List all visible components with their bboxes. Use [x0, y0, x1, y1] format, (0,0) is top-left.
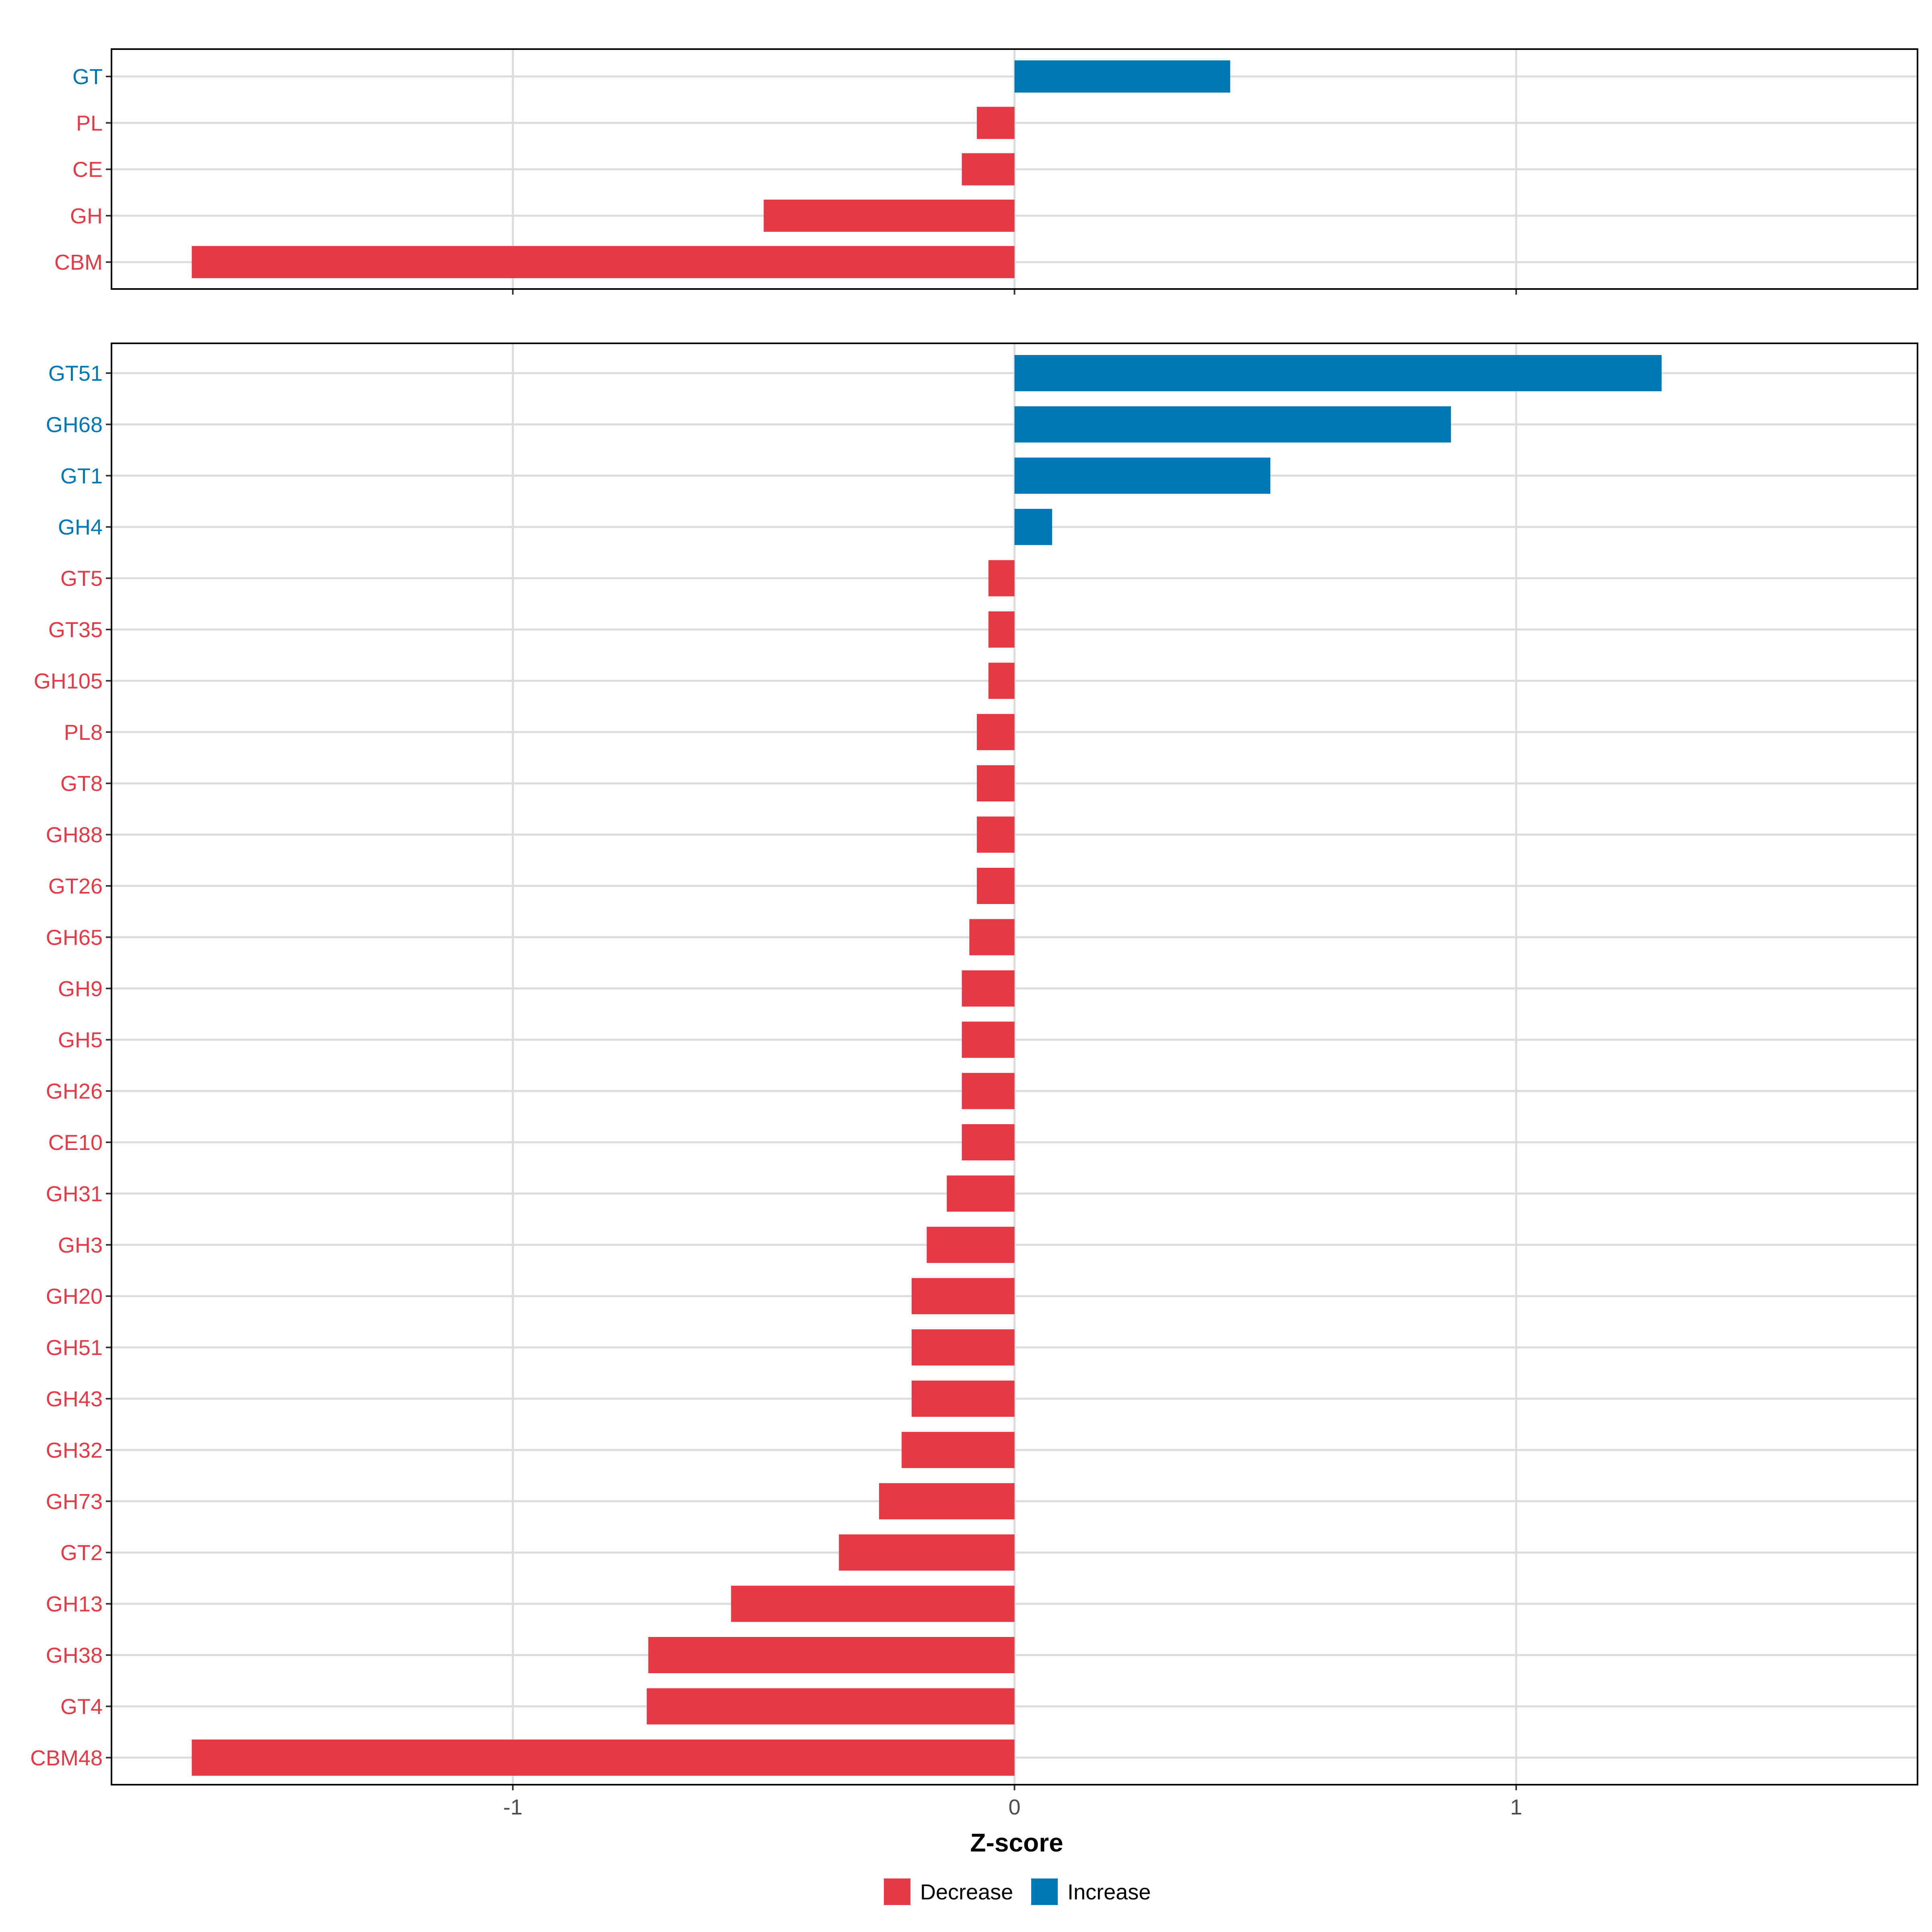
- x-axis-title: Z-score: [970, 1828, 1063, 1857]
- y-tick-label-gt1: GT1: [60, 464, 103, 488]
- bar-cbm: [192, 246, 1015, 279]
- bar-gt1: [1014, 457, 1271, 494]
- bar-gh: [764, 199, 1015, 232]
- y-tick-label-gh31: GH31: [46, 1182, 103, 1206]
- y-tick-label-gt35: GT35: [48, 618, 103, 642]
- x-tick-label: 0: [1008, 1795, 1020, 1819]
- y-tick-label-gh9: GH9: [58, 977, 103, 1001]
- legend-label-increase: Increase: [1067, 1880, 1151, 1904]
- y-tick-label-gh105: GH105: [34, 669, 103, 693]
- bar-gt35: [988, 611, 1015, 648]
- bar-pl: [977, 107, 1015, 139]
- x-axis: -1 0 1: [503, 1795, 1522, 1819]
- bar-pl8: [977, 714, 1015, 750]
- y-tick-label-gh43: GH43: [46, 1387, 103, 1411]
- bar-gt8: [977, 765, 1015, 802]
- y-tick-label-ce: CE: [72, 158, 103, 182]
- y-tick-label-cbm48: CBM48: [30, 1746, 103, 1770]
- bar-gh32: [902, 1432, 1015, 1468]
- bar-gh38: [648, 1637, 1015, 1673]
- y-tick-label-gh: GH: [70, 204, 103, 228]
- bar-gh68: [1014, 406, 1451, 443]
- bar-gt5: [988, 560, 1015, 597]
- y-tick-label-pl: PL: [76, 111, 103, 135]
- bar-gh88: [977, 816, 1015, 853]
- bar-gh65: [969, 919, 1015, 956]
- top-panel: GT PL CE GH CBM: [54, 48, 1918, 295]
- bottom-panel: GT51 GH68 GT1 GH4 GT5 GT35 GH105 PL8 GT8 GH88 GT26…: [30, 343, 1918, 1790]
- y-tick-label-pl8: PL8: [64, 720, 103, 745]
- y-tick-label-gh73: GH73: [46, 1490, 103, 1514]
- y-tick-label-gh88: GH88: [46, 823, 103, 847]
- bar-gh9: [962, 970, 1015, 1007]
- legend-label-decrease: Decrease: [920, 1880, 1013, 1904]
- y-tick-label-gt8: GT8: [60, 772, 103, 796]
- bar-gh31: [947, 1175, 1015, 1212]
- y-tick-label-gh20: GH20: [46, 1284, 103, 1309]
- y-tick-label-gh32: GH32: [46, 1438, 103, 1462]
- legend-swatch-increase: [1031, 1878, 1058, 1905]
- y-tick-label-gt5: GT5: [60, 567, 103, 591]
- bar-gt51: [1014, 355, 1662, 391]
- y-tick-label-gt: GT: [72, 65, 103, 89]
- bar-gt2: [839, 1534, 1015, 1571]
- legend: Decrease Increase: [884, 1878, 1151, 1905]
- y-tick-label-ce10: CE10: [48, 1131, 103, 1155]
- panel-frame: [111, 343, 1918, 1785]
- x-tick-label: 1: [1510, 1795, 1522, 1819]
- y-tick-label-gh13: GH13: [46, 1592, 103, 1616]
- y-tick-label-gt4: GT4: [60, 1695, 103, 1719]
- bar-gh3: [927, 1226, 1015, 1263]
- bar-gh73: [879, 1483, 1015, 1519]
- bar-gh5: [962, 1022, 1015, 1058]
- y-tick-label-cbm: CBM: [54, 250, 103, 275]
- y-tick-label-gh65: GH65: [46, 925, 103, 949]
- bar-gh20: [911, 1278, 1015, 1315]
- bar-gh4: [1014, 509, 1052, 545]
- y-tick-label-gt51: GT51: [48, 361, 103, 386]
- bar-gh43: [911, 1381, 1015, 1417]
- y-tick-label-gh26: GH26: [46, 1080, 103, 1104]
- bar-gt26: [977, 868, 1015, 904]
- bar-gh26: [962, 1073, 1015, 1109]
- bar-gh51: [911, 1329, 1015, 1366]
- bar-ce10: [962, 1124, 1015, 1160]
- y-tick-label-gh68: GH68: [46, 413, 103, 437]
- y-tick-label-gh3: GH3: [58, 1233, 103, 1257]
- bar-gt: [1014, 60, 1230, 93]
- bar-ce: [962, 153, 1015, 186]
- y-tick-label-gh38: GH38: [46, 1643, 103, 1668]
- panel-frame: [111, 48, 1918, 290]
- legend-swatch-decrease: [884, 1878, 910, 1905]
- bar-gt4: [646, 1688, 1015, 1725]
- y-tick-label-gt26: GT26: [48, 874, 103, 898]
- bar-gh13: [731, 1585, 1015, 1622]
- bar-cbm48: [192, 1739, 1015, 1776]
- y-tick-label-gh51: GH51: [46, 1336, 103, 1360]
- y-tick-label-gh5: GH5: [58, 1028, 103, 1052]
- y-tick-label-gh4: GH4: [58, 515, 103, 539]
- x-tick-label: -1: [503, 1795, 522, 1819]
- y-tick-label-gt2: GT2: [60, 1541, 103, 1565]
- bar-gh105: [988, 663, 1015, 699]
